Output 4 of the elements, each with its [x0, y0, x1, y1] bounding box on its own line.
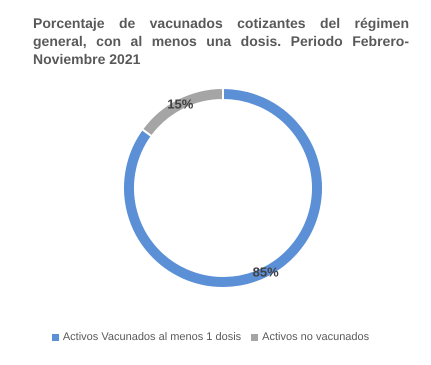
donut-slice: [122, 87, 324, 289]
legend-label: Activos no vacunados: [262, 331, 370, 343]
chart-title: Porcentaje de vacunados cotizantes del régimen general, con al menos una dosis. Periodo Febrero-Noviembre 2021: [32, 14, 410, 68]
legend-label: Activos Vacunados al menos 1 dosis: [62, 331, 242, 343]
